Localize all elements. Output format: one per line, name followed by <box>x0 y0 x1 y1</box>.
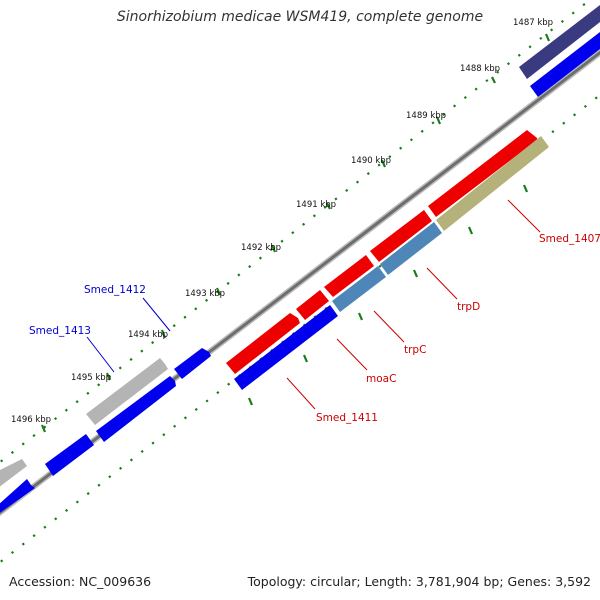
tick-label-1489: 1489 kbp <box>406 111 446 121</box>
gene-smed-1413[interactable] <box>0 459 27 488</box>
gene-red-4[interactable] <box>296 290 329 320</box>
tick-labels: 1487 kbp 1488 kbp 1489 kbp 1490 kbp 1491… <box>11 18 553 425</box>
tick-label-1491: 1491 kbp <box>296 200 336 210</box>
gene-smed-1411[interactable] <box>234 305 338 390</box>
tick-label-1487: 1487 kbp <box>513 18 553 28</box>
label-smed-1412[interactable]: Smed_1412 <box>84 284 146 296</box>
gene-trpC[interactable] <box>332 266 386 312</box>
tick-label-1495: 1495 kbp <box>71 373 111 383</box>
gene-blue-mid[interactable] <box>96 376 176 442</box>
tick-label-1493: 1493 kbp <box>185 289 225 299</box>
label-trpD[interactable]: trpD <box>457 301 480 313</box>
tick-guide-outer <box>0 0 592 464</box>
gene-smed-1407-red-top[interactable] <box>428 130 537 217</box>
gene-blue-far-left[interactable] <box>0 479 35 514</box>
gene-labels: Smed_1407 trpD trpC moaC Smed_1411 Smed_… <box>29 233 600 424</box>
gene-navy[interactable] <box>519 5 600 79</box>
tick-label-1488: 1488 kbp <box>460 64 500 74</box>
tick-label-1494: 1494 kbp <box>128 330 168 340</box>
gene-trpD[interactable] <box>380 222 442 275</box>
upper-strand-genes <box>0 5 600 488</box>
label-moaC[interactable]: moaC <box>366 373 396 385</box>
gene-blue-left[interactable] <box>45 434 94 476</box>
accession-text: Accession: NC_009636 <box>9 574 152 589</box>
tick-label-1492: 1492 kbp <box>241 243 281 253</box>
label-leaders <box>86 199 541 410</box>
label-smed-1411[interactable]: Smed_1411 <box>316 412 378 424</box>
lower-strand-genes <box>0 32 600 514</box>
label-trpC[interactable]: trpC <box>404 344 426 356</box>
major-ticks <box>40 33 551 433</box>
genome-title: Sinorhizobium medicae WSM419, complete g… <box>116 9 484 25</box>
label-smed-1407[interactable]: Smed_1407 <box>539 233 600 245</box>
gene-red-3[interactable] <box>324 255 374 297</box>
gene-smed-1412[interactable] <box>86 358 168 425</box>
gene-blue-small[interactable] <box>174 348 211 379</box>
tick-label-1496: 1496 kbp <box>11 415 51 425</box>
genome-backbone <box>0 48 600 517</box>
gene-red-5[interactable] <box>226 313 300 374</box>
gene-olive[interactable] <box>436 136 549 231</box>
genome-summary-text: Topology: circular; Length: 3,781,904 bp… <box>247 574 591 589</box>
gene-navy-blue[interactable] <box>530 32 600 97</box>
label-smed-1413[interactable]: Smed_1413 <box>29 325 91 337</box>
gene-red-2[interactable] <box>370 210 432 262</box>
tick-label-1490: 1490 kbp <box>351 156 391 166</box>
